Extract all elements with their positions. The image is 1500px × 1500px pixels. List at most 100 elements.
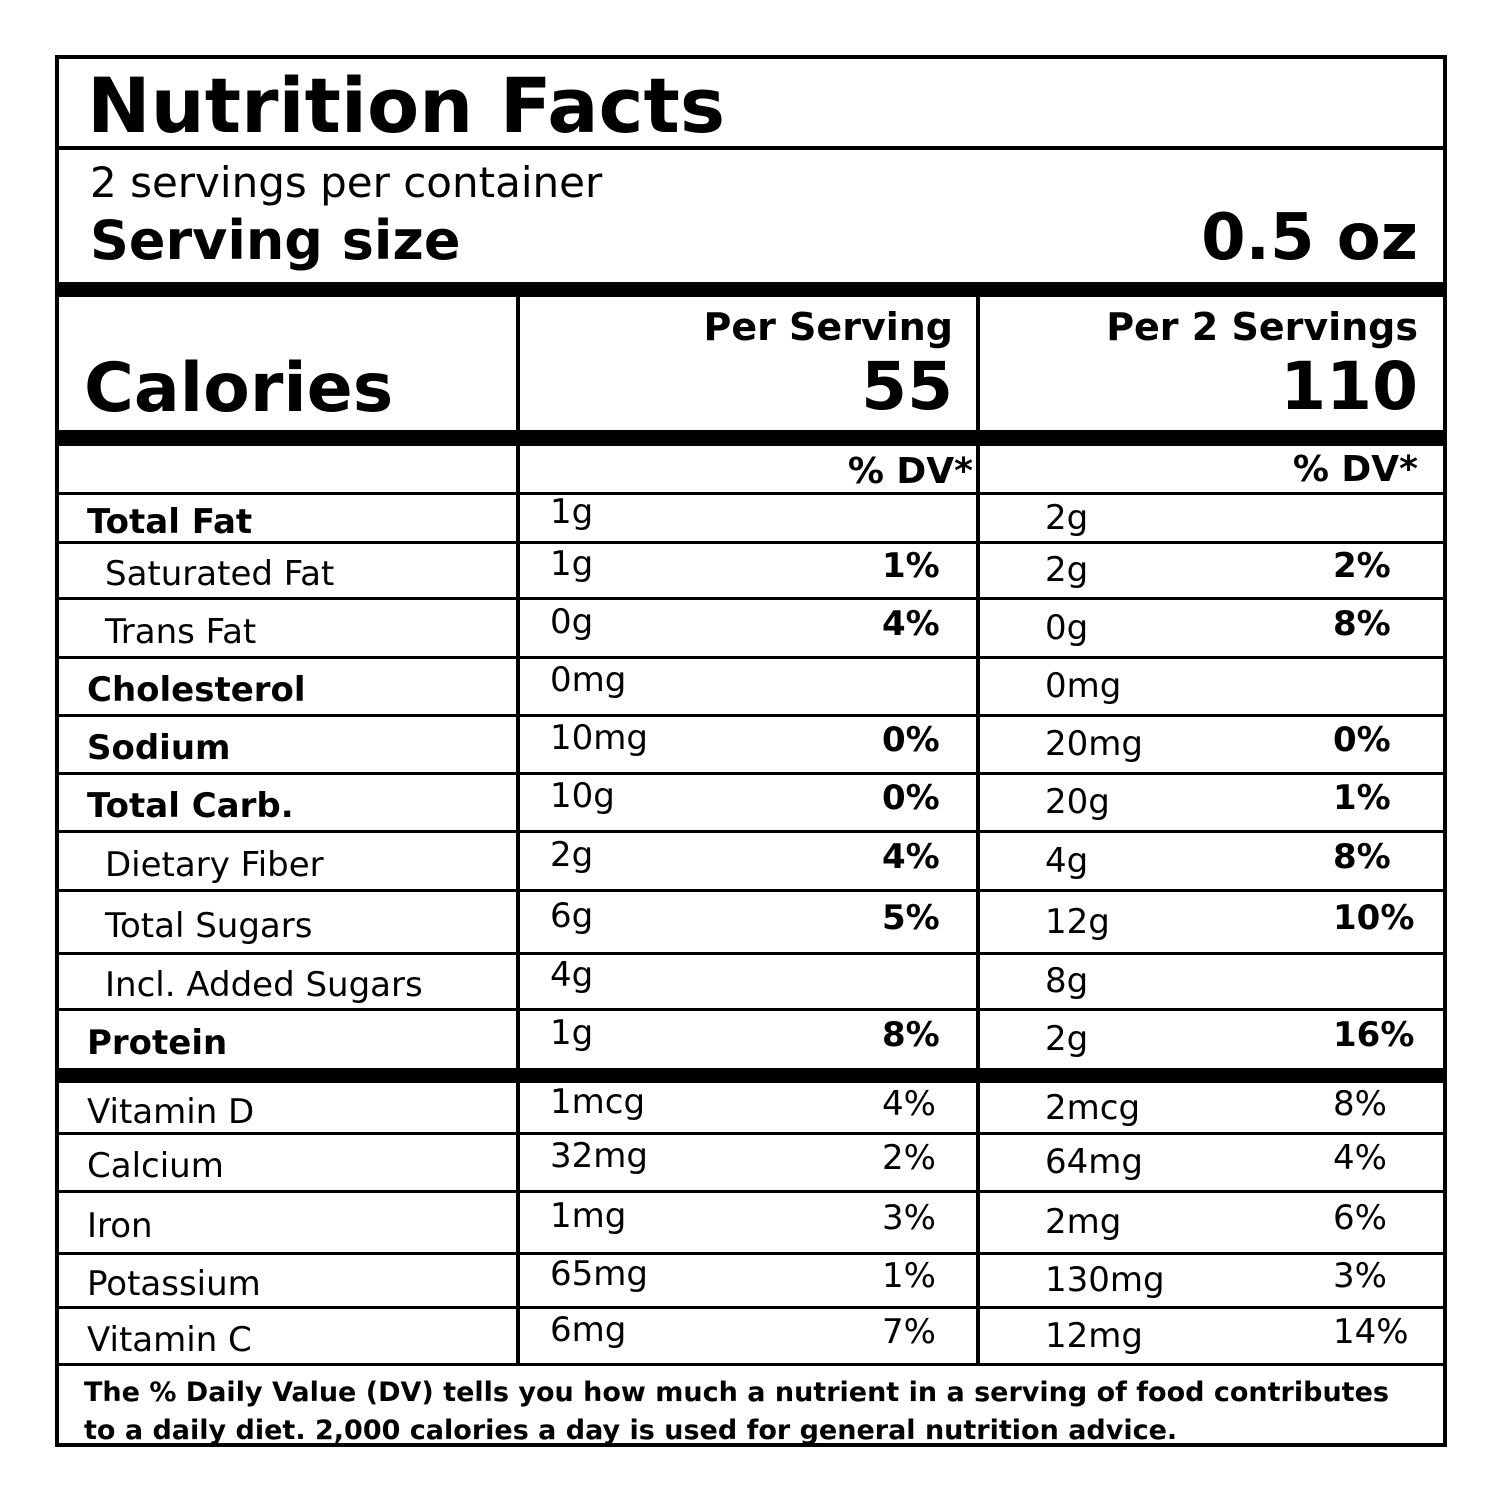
amount: 0g	[550, 601, 594, 642]
rule	[55, 1132, 1447, 1135]
thick-rule	[55, 430, 1447, 446]
nutrient-name: Iron	[87, 1206, 153, 1246]
amount: 32mg	[550, 1136, 648, 1176]
daily-value: 2%	[1333, 546, 1391, 586]
calories-label: Calories	[84, 349, 394, 428]
daily-value: 7%	[882, 1311, 936, 1352]
rule	[55, 541, 1447, 544]
nutrient-name: Total Carb.	[87, 786, 294, 826]
daily-value: 1%	[882, 1256, 936, 1296]
thick-rule	[55, 1068, 1447, 1083]
amount: 1mg	[550, 1196, 627, 1236]
rule	[55, 1363, 1447, 1366]
rule	[55, 1190, 1447, 1193]
amount: 0mg	[1045, 666, 1122, 706]
amount: 2g	[550, 834, 594, 875]
amount: 20mg	[1045, 724, 1143, 764]
amount: 4g	[1045, 840, 1089, 881]
daily-value: 3%	[1333, 1256, 1387, 1296]
dv-header: % DV*	[1292, 449, 1418, 490]
amount: 6mg	[550, 1309, 627, 1350]
amount: 4g	[550, 955, 594, 995]
nutrient-name: Total Fat	[87, 502, 253, 542]
column-header: Per 2 Servings	[1106, 305, 1418, 349]
nutrient-name: Sodium	[87, 728, 231, 768]
rule	[55, 597, 1447, 600]
amount: 130mg	[1045, 1260, 1165, 1300]
amount: 1g	[550, 1013, 594, 1053]
nutrient-name: Vitamin C	[87, 1319, 252, 1360]
daily-value: 16%	[1333, 1015, 1415, 1055]
serving-size-label: Serving size	[90, 209, 461, 272]
amount: 12mg	[1045, 1315, 1143, 1356]
nutrient-name: Cholesterol	[87, 670, 306, 710]
rule	[55, 830, 1447, 833]
calories-value: 110	[1280, 348, 1418, 425]
border	[55, 55, 1447, 59]
title: Nutrition Facts	[87, 61, 726, 150]
nutrient-name: Dietary Fiber	[105, 844, 324, 885]
footnote: The % Daily Value (DV) tells you how muc…	[84, 1377, 1389, 1446]
amount: 2g	[1045, 498, 1089, 538]
amount: 20g	[1045, 782, 1110, 822]
daily-value: 2%	[882, 1138, 936, 1178]
amount: 0g	[1045, 607, 1089, 648]
amount: 2mcg	[1045, 1087, 1141, 1128]
border	[1443, 55, 1447, 1447]
calories-value: 55	[861, 348, 953, 425]
daily-value: 4%	[882, 1083, 936, 1124]
rule	[55, 146, 1447, 150]
nutrient-name: Total Sugars	[105, 905, 313, 946]
amount: 0mg	[550, 660, 627, 700]
nutrient-name: Vitamin D	[87, 1091, 255, 1132]
nutrient-name: Calcium	[87, 1146, 224, 1186]
amount: 8g	[1045, 961, 1089, 1001]
border	[55, 1443, 1447, 1447]
amount: 2mg	[1045, 1202, 1122, 1242]
daily-value: 5%	[882, 897, 940, 938]
daily-value: 8%	[882, 1015, 940, 1055]
nutrient-name: Incl. Added Sugars	[105, 965, 423, 1005]
amount: 65mg	[550, 1254, 648, 1294]
border	[55, 55, 59, 1447]
nutrient-name: Saturated Fat	[105, 554, 335, 594]
rule	[55, 1008, 1447, 1011]
rule	[55, 889, 1447, 892]
daily-value: 0%	[882, 720, 940, 760]
amount: 10g	[550, 776, 615, 816]
daily-value: 4%	[882, 603, 940, 644]
amount: 10mg	[550, 718, 648, 758]
amount: 1g	[550, 492, 594, 532]
amount: 6g	[550, 895, 594, 936]
daily-value: 0%	[882, 778, 940, 818]
rule	[55, 1252, 1447, 1255]
rule	[55, 492, 1447, 495]
amount: 2g	[1045, 550, 1089, 590]
serving-size: 0.5 oz	[1201, 201, 1418, 275]
amount: 64mg	[1045, 1142, 1143, 1182]
daily-value: 6%	[1333, 1198, 1387, 1238]
daily-value: 14%	[1333, 1311, 1409, 1352]
column-header: Per Serving	[703, 305, 953, 349]
daily-value: 0%	[1333, 720, 1391, 760]
daily-value: 4%	[882, 836, 940, 877]
daily-value: 1%	[882, 546, 940, 586]
daily-value: 4%	[1333, 1138, 1387, 1178]
rule	[55, 772, 1447, 775]
nutrient-name: Trans Fat	[105, 611, 257, 652]
amount: 1mcg	[550, 1081, 646, 1122]
rule	[55, 952, 1447, 955]
rule	[55, 656, 1447, 659]
daily-value: 8%	[1333, 603, 1391, 644]
amount: 1g	[550, 544, 594, 584]
rule	[55, 1306, 1447, 1309]
daily-value: 10%	[1333, 897, 1415, 938]
daily-value: 8%	[1333, 836, 1391, 877]
thick-rule	[55, 282, 1447, 297]
nutrient-name: Protein	[87, 1023, 228, 1063]
dv-header: % DV*	[847, 451, 973, 492]
nutrient-name: Potassium	[87, 1264, 261, 1304]
daily-value: 8%	[1333, 1083, 1387, 1124]
amount: 12g	[1045, 901, 1110, 942]
